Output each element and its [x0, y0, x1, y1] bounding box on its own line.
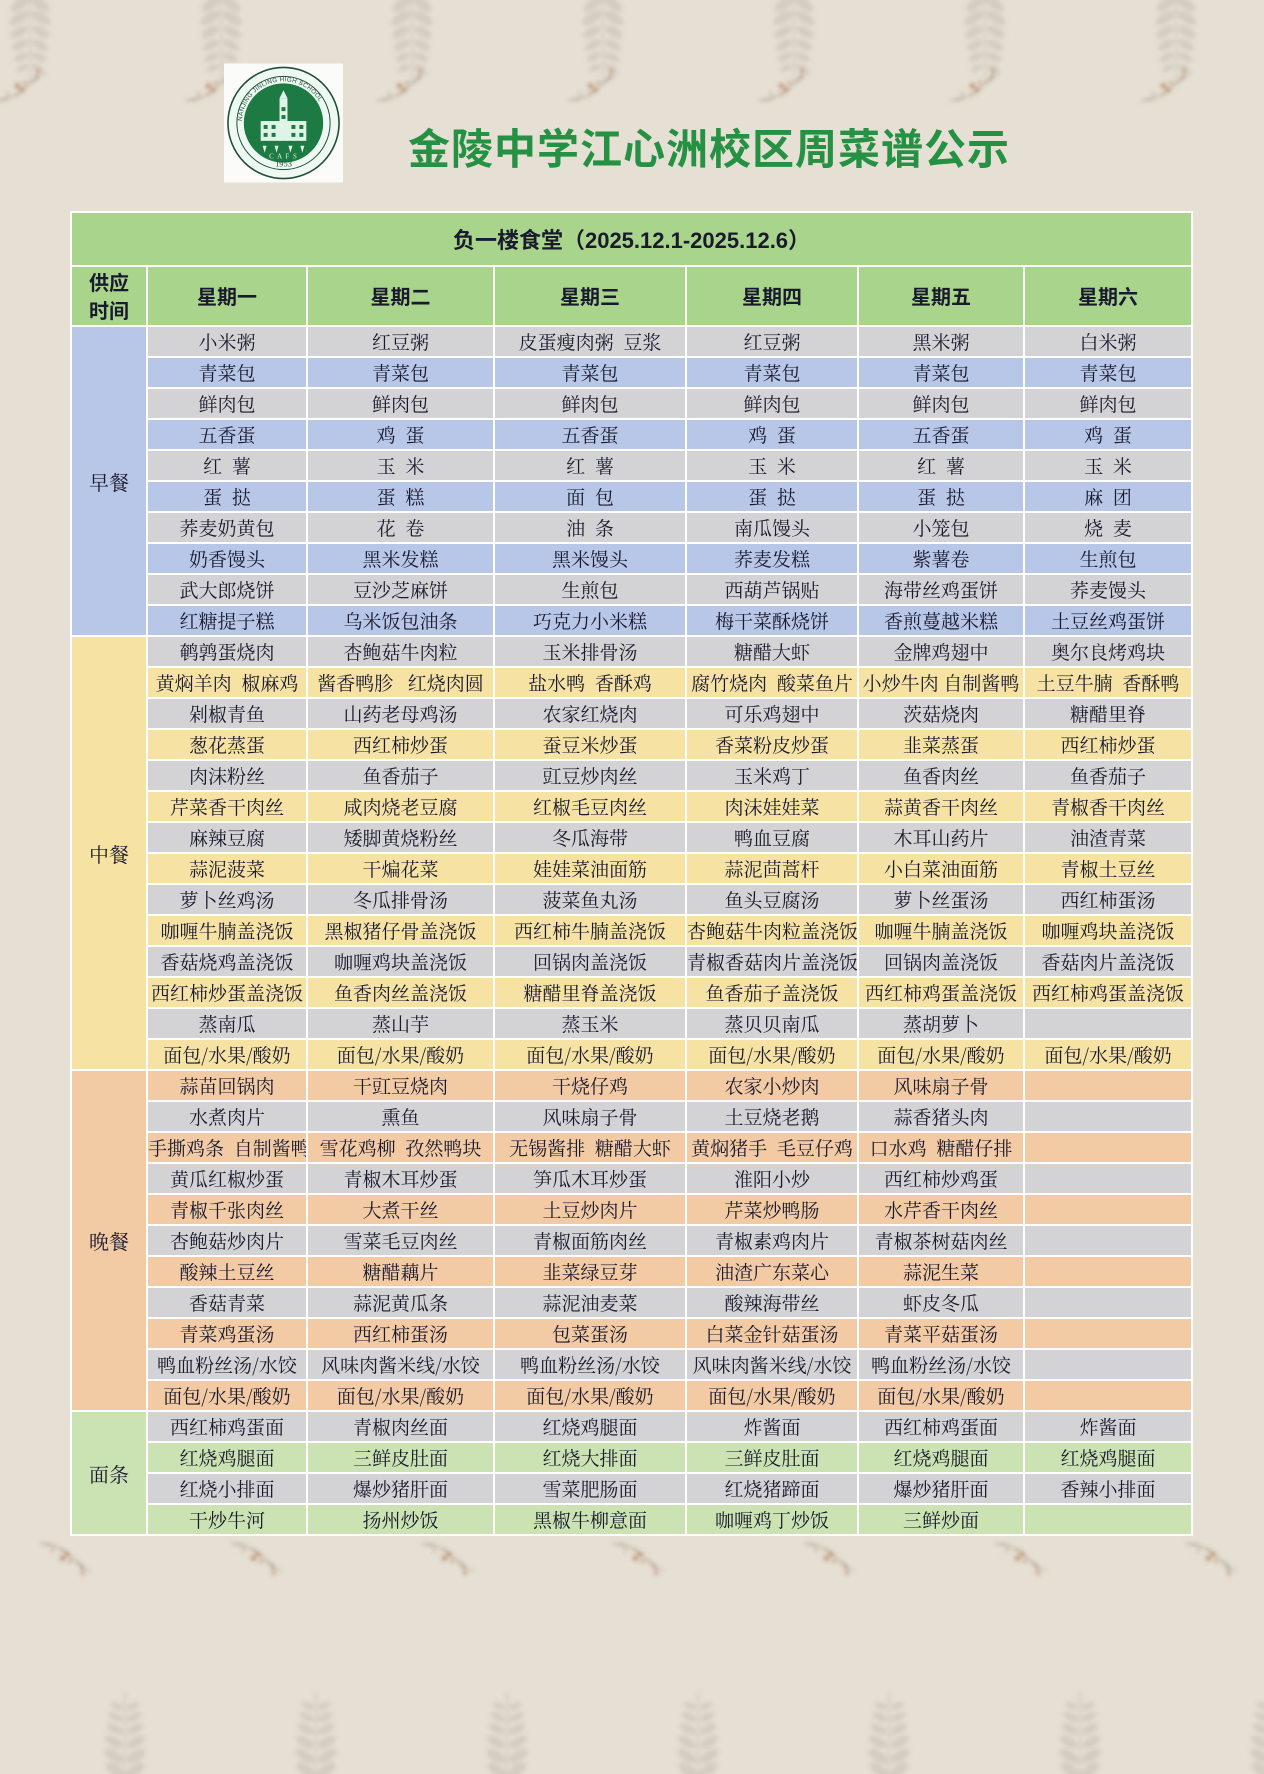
svg-text:1953: 1953	[275, 159, 292, 169]
